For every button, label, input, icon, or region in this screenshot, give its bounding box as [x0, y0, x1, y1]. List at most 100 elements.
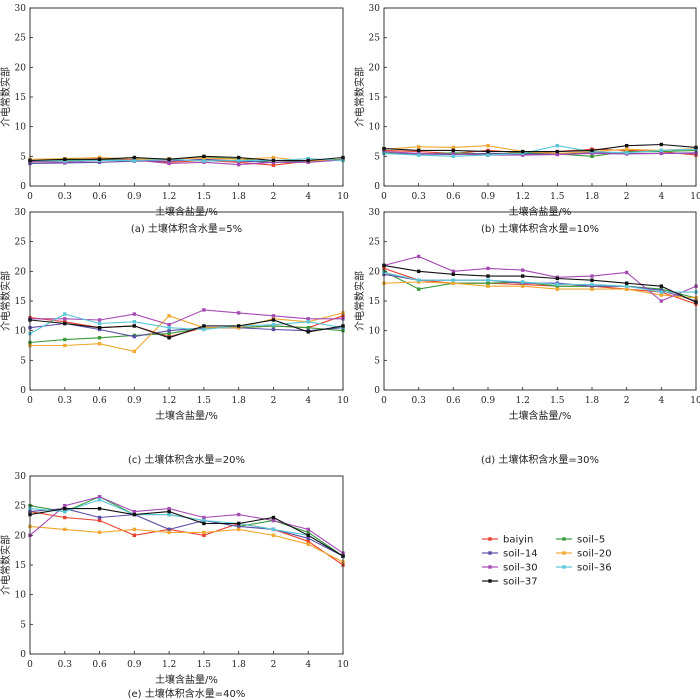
data-point-soil–36-0.9 [486, 153, 490, 157]
chart-panel-d: 0 0.3 0.6 0.9 1.2 1.5 1.8 2 4 10 0 5 10 15 20 25 30 土壤含盐量… [353, 208, 700, 466]
data-point-soil–14-1.2 [167, 527, 171, 532]
data-point-soil–20-0.9 [486, 143, 490, 148]
data-point-soil–37-1.8 [236, 155, 241, 160]
y-tick-label: 10 [369, 327, 381, 337]
data-point-soil–5-4 [306, 326, 310, 330]
y-tick-label: 0 [20, 386, 26, 396]
legend-swatch-marker [488, 565, 492, 569]
y-tick-label: 25 [15, 34, 27, 44]
x-tick-label: 0.9 [127, 396, 142, 406]
x-tick-label: 0.6 [92, 660, 107, 670]
series-line-soil–30 [29, 496, 344, 554]
data-point-soil–36-0.9 [132, 158, 137, 163]
x-tick-label: 10 [337, 396, 349, 406]
data-point-soil–14-2 [271, 327, 276, 332]
series-line-soil–20 [383, 145, 697, 154]
data-point-soil–36-1.8 [590, 282, 594, 287]
data-point-soil–30-1.2 [167, 323, 171, 327]
x-tick-label: 0 [27, 192, 33, 202]
y-tick-label: 10 [15, 123, 27, 133]
x-tick-label: 0.3 [58, 192, 73, 202]
x-tick-label: 0.3 [412, 192, 427, 202]
data-point-soil–36-0.3 [416, 278, 421, 282]
data-point-soil–36-2 [271, 323, 276, 327]
legend-label: soil–37 [503, 577, 538, 588]
data-point-soil–36-0.9 [132, 320, 137, 324]
data-point-soil–30-0.3 [416, 254, 421, 259]
y-tick-label: 15 [15, 297, 27, 307]
data-point-soil–37-1.2 [520, 149, 525, 154]
data-point-soil–37-1.5 [202, 324, 206, 328]
x-tick-label: 0.9 [481, 192, 496, 202]
data-point-soil–30-0.3 [63, 503, 67, 508]
data-point-soil–37-2 [271, 158, 276, 163]
data-point-soil–37-0.6 [97, 157, 102, 161]
legend-swatch-marker [562, 537, 566, 541]
data-point-soil–30-4 [306, 160, 310, 164]
y-tick-label: 30 [369, 4, 381, 14]
x-tick-label: 0.6 [446, 396, 461, 406]
x-tick-label: 0.6 [92, 396, 107, 406]
data-point-soil–37-0.9 [486, 149, 490, 154]
data-point-soil–20-2 [624, 147, 629, 151]
x-tick-label: 4 [305, 396, 311, 406]
data-point-soil–30-0.3 [63, 317, 67, 321]
series-line-soil–30 [383, 151, 696, 156]
data-point-soil–20-0.6 [451, 145, 456, 150]
data-point-soil–5-0.3 [416, 287, 421, 291]
data-point-soil–37-2 [271, 318, 276, 322]
series-line-soil–5 [383, 270, 697, 299]
y-tick-label: 15 [15, 561, 27, 571]
data-point-soil–36-1.8 [236, 158, 241, 163]
data-point-soil–30-4 [306, 317, 310, 321]
plot-frame [383, 211, 697, 391]
x-tick-label: 1.5 [197, 660, 212, 670]
x-tick-label: 2 [271, 396, 277, 406]
data-point-soil–30-1.2 [520, 153, 525, 157]
data-point-soil–36-4 [659, 290, 664, 294]
legend-item-soil–20: soil–20 [556, 549, 612, 560]
data-point-baiyin-1.5 [202, 533, 206, 538]
legend-item-soil–37: soil–37 [482, 577, 538, 588]
x-axis-title: 土壤含盐量/% [509, 205, 572, 218]
data-point-soil–20-0.3 [63, 527, 67, 532]
x-tick-label: 0 [381, 396, 387, 406]
legend-swatch-marker [562, 551, 566, 555]
data-point-soil–36-2 [271, 527, 276, 532]
data-point-soil–5-0.3 [63, 337, 67, 342]
y-tick-label: 25 [15, 502, 27, 512]
chart-panel-c: 0 0.3 0.6 0.9 1.2 1.5 1.8 2 4 10 0 5 10 15 20 25 30 土壤含盐量… [0, 208, 349, 466]
data-point-soil–30-4 [659, 299, 664, 303]
series-line-soil–20 [383, 281, 697, 299]
data-point-soil–36-1.5 [202, 327, 206, 332]
data-point-soil–20-0.3 [416, 280, 421, 284]
legend-swatch-marker [562, 565, 566, 569]
y-tick-label: 25 [369, 238, 381, 248]
legend: baiyin soil–5 soil–14 soil–20 soil–30 soil–36… [482, 535, 612, 588]
data-point-soil–37-2 [624, 143, 629, 148]
data-point-soil–5-0.9 [486, 281, 490, 285]
data-point-baiyin-2 [271, 163, 276, 167]
data-point-soil–30-0.3 [416, 151, 421, 156]
y-tick-label: 0 [20, 650, 26, 660]
y-axis-title: 介电常数实部 [353, 67, 366, 127]
series-line-soil–36 [29, 313, 344, 335]
y-tick-label: 15 [15, 93, 27, 103]
data-point-soil–36-4 [659, 148, 664, 153]
x-tick-label: 0.9 [127, 660, 142, 670]
x-tick-label: 0.6 [446, 192, 461, 202]
y-tick-label: 20 [15, 63, 27, 73]
data-point-soil–37-1.5 [555, 276, 560, 281]
data-point-soil–37-1.5 [202, 521, 206, 526]
data-point-soil–5-4 [306, 530, 310, 535]
series-line-soil–5 [29, 325, 344, 344]
data-point-soil–37-2 [624, 281, 629, 285]
data-point-soil–5-0.6 [97, 336, 102, 340]
y-tick-label: 5 [20, 152, 26, 162]
data-point-soil–30-0.6 [451, 152, 456, 156]
series-line-soil–37 [29, 319, 344, 339]
y-tick-label: 25 [15, 238, 27, 248]
x-tick-label: 0.3 [412, 396, 427, 406]
data-point-soil–30-1.8 [590, 274, 594, 278]
legend-label: soil–36 [577, 563, 612, 574]
